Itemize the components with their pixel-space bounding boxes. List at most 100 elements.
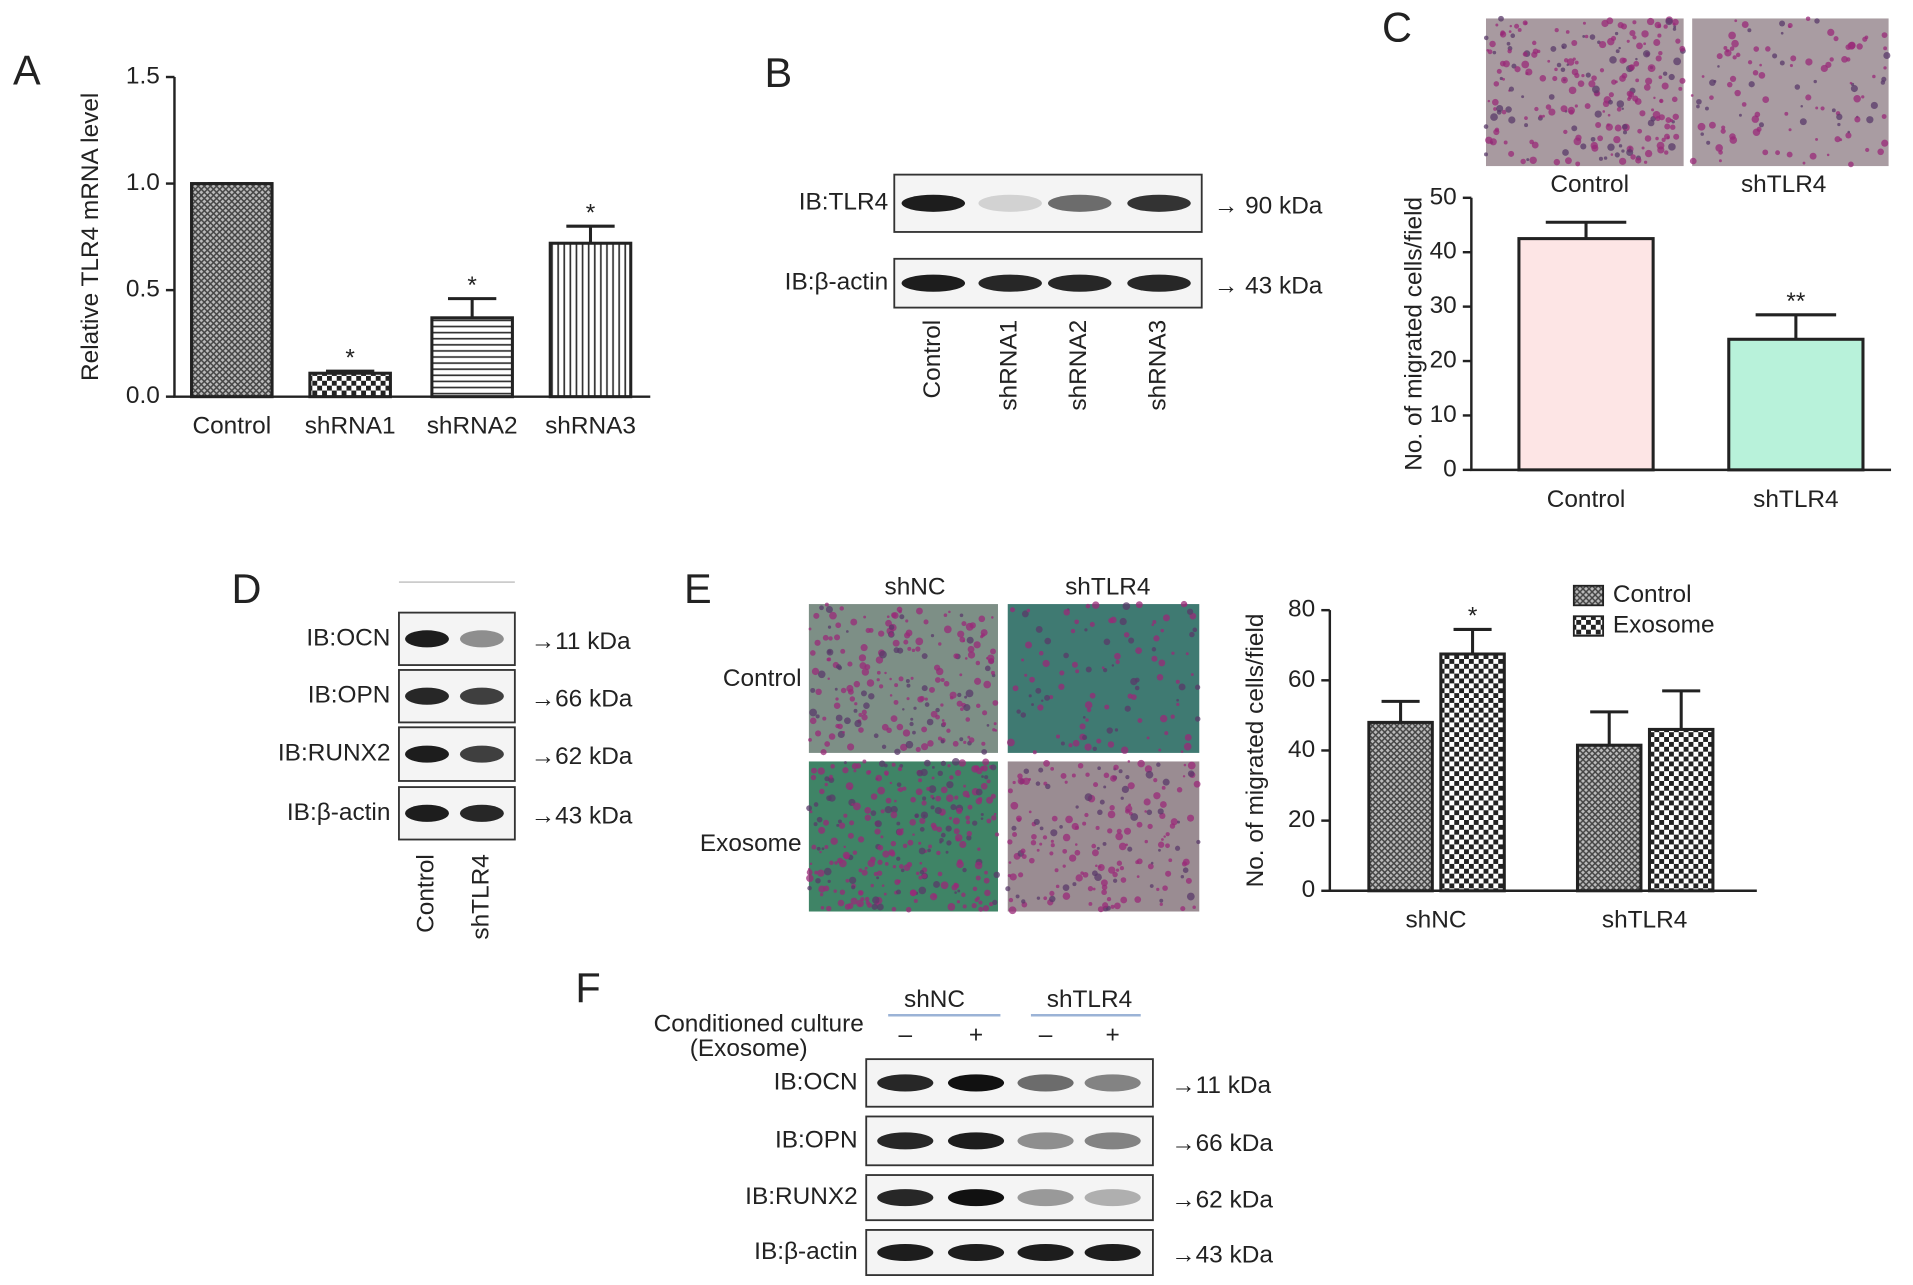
micrograph-cell bbox=[853, 708, 858, 713]
micrograph-cell bbox=[824, 602, 829, 607]
micrograph-cell bbox=[1675, 38, 1681, 44]
micrograph-cell bbox=[1645, 77, 1653, 85]
micrograph-cell bbox=[852, 850, 858, 855]
micrograph-cell bbox=[1594, 110, 1602, 118]
micrograph-cell bbox=[1058, 683, 1065, 690]
micrograph-cell bbox=[836, 664, 842, 670]
micrograph-cell bbox=[1071, 773, 1076, 778]
micrograph-cell bbox=[1602, 100, 1610, 108]
micrograph-cell bbox=[1092, 746, 1098, 752]
blot-row-label: IB:OPN bbox=[775, 1126, 858, 1153]
x-tick-label: Control bbox=[1547, 486, 1626, 513]
micrograph-cell bbox=[940, 760, 947, 767]
treatment-sign: + bbox=[969, 1021, 983, 1048]
micrograph-cell bbox=[1183, 763, 1187, 767]
micrograph-cell bbox=[902, 786, 907, 791]
micrograph-cell bbox=[919, 869, 925, 875]
micrograph-cell bbox=[1091, 849, 1099, 857]
micrograph-cell bbox=[1728, 31, 1736, 40]
micrograph-cell bbox=[1584, 34, 1589, 39]
micrograph-cell bbox=[990, 670, 995, 675]
micrograph-cell bbox=[1039, 826, 1044, 831]
micrograph-cell bbox=[1149, 884, 1154, 888]
micrograph-cell bbox=[1658, 75, 1663, 80]
micrograph-cell bbox=[1042, 659, 1050, 668]
micrograph-cell bbox=[1653, 39, 1661, 47]
micrograph-cell bbox=[1074, 619, 1080, 625]
micrograph-cell bbox=[980, 812, 984, 817]
micrograph-cell bbox=[1012, 831, 1018, 837]
micrograph bbox=[1007, 604, 1200, 753]
micrograph-cell bbox=[1135, 601, 1143, 609]
micrograph-cell bbox=[1021, 610, 1029, 618]
micrograph-cell bbox=[1147, 823, 1153, 830]
micrograph-cell bbox=[1086, 707, 1092, 713]
micrograph-cell bbox=[1661, 137, 1666, 142]
micrograph-cell bbox=[1049, 895, 1056, 903]
micrograph-cell bbox=[813, 612, 820, 619]
micrograph-cell bbox=[943, 613, 948, 617]
micrograph-cell bbox=[819, 605, 824, 611]
micrograph-cell bbox=[1595, 122, 1602, 129]
micrograph-cell bbox=[902, 708, 905, 711]
micrograph-cell bbox=[1759, 63, 1762, 67]
micrograph-cell bbox=[955, 837, 960, 842]
micrograph-cell bbox=[1115, 832, 1123, 841]
micrograph-cell bbox=[889, 781, 893, 785]
micrograph-cell bbox=[981, 775, 984, 779]
micrograph-cell bbox=[1599, 68, 1605, 73]
micrograph-cell bbox=[1599, 41, 1607, 49]
micrograph-cell bbox=[897, 879, 901, 884]
micrograph-cell bbox=[957, 889, 961, 893]
micrograph-cell bbox=[1567, 106, 1575, 115]
micrograph-cell bbox=[1180, 600, 1188, 608]
micrograph-cell bbox=[1161, 785, 1166, 790]
micrograph-cell bbox=[1614, 31, 1619, 36]
micrograph-cell bbox=[1603, 156, 1608, 160]
blot-row-label: IB:β-actin bbox=[754, 1238, 857, 1265]
micrograph-cell bbox=[940, 703, 944, 707]
micrograph-cell bbox=[1616, 107, 1622, 112]
micrograph-cell bbox=[1850, 85, 1858, 93]
lane-label: shRNA3 bbox=[1144, 320, 1171, 411]
micrograph-cell bbox=[891, 612, 899, 619]
micrograph-cell bbox=[994, 729, 998, 732]
micrograph-cell bbox=[874, 820, 882, 828]
micrograph-cell bbox=[811, 844, 817, 850]
micrograph-cell bbox=[1704, 106, 1709, 111]
micrograph-cell bbox=[837, 819, 842, 824]
micrograph-cell bbox=[1503, 140, 1508, 145]
micrograph-cell bbox=[885, 797, 892, 804]
micrograph-cell bbox=[971, 902, 977, 909]
micrograph-label: shNC bbox=[885, 574, 946, 601]
micrograph-cell bbox=[948, 816, 953, 820]
micrograph-cell bbox=[1158, 748, 1162, 752]
micrograph-cell bbox=[1009, 873, 1017, 881]
micrograph-cell bbox=[1051, 815, 1058, 822]
micrograph-cell bbox=[1881, 32, 1888, 38]
blot-band bbox=[901, 194, 966, 212]
micrograph-cell bbox=[1137, 718, 1143, 724]
micrograph-cell bbox=[923, 759, 931, 767]
micrograph-cell bbox=[1114, 902, 1121, 910]
micrograph-cell bbox=[1510, 33, 1516, 39]
micrograph-cell bbox=[811, 767, 817, 774]
micrograph-cell bbox=[829, 611, 837, 620]
micrograph-cell bbox=[1741, 21, 1749, 29]
micrograph-cell bbox=[915, 746, 921, 753]
blot-band bbox=[978, 274, 1042, 292]
micrograph-cell bbox=[843, 761, 847, 765]
micrograph-cell bbox=[1689, 157, 1697, 165]
micrograph-cell bbox=[1621, 149, 1625, 153]
micrograph-cell bbox=[1618, 46, 1621, 50]
micrograph-cell bbox=[1493, 107, 1497, 111]
micrograph-cell bbox=[978, 615, 986, 623]
micrograph-cell bbox=[1696, 98, 1702, 105]
y-tick-label: 50 bbox=[1430, 183, 1457, 210]
micrograph-cell bbox=[1176, 698, 1179, 702]
blot-band bbox=[405, 630, 449, 648]
y-tick-label: 80 bbox=[1288, 596, 1315, 623]
micrograph-cell bbox=[1526, 158, 1530, 162]
micrograph-cell bbox=[806, 874, 814, 883]
micrograph-cell bbox=[1044, 637, 1052, 645]
